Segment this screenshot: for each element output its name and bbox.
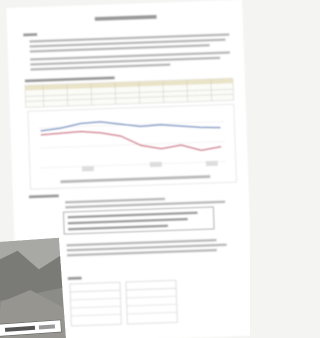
line-chart-image [28, 104, 237, 189]
photo-overlay [0, 238, 66, 338]
page [0, 0, 250, 338]
screenshot [0, 0, 250, 338]
heading [23, 33, 37, 36]
heading [68, 277, 82, 280]
